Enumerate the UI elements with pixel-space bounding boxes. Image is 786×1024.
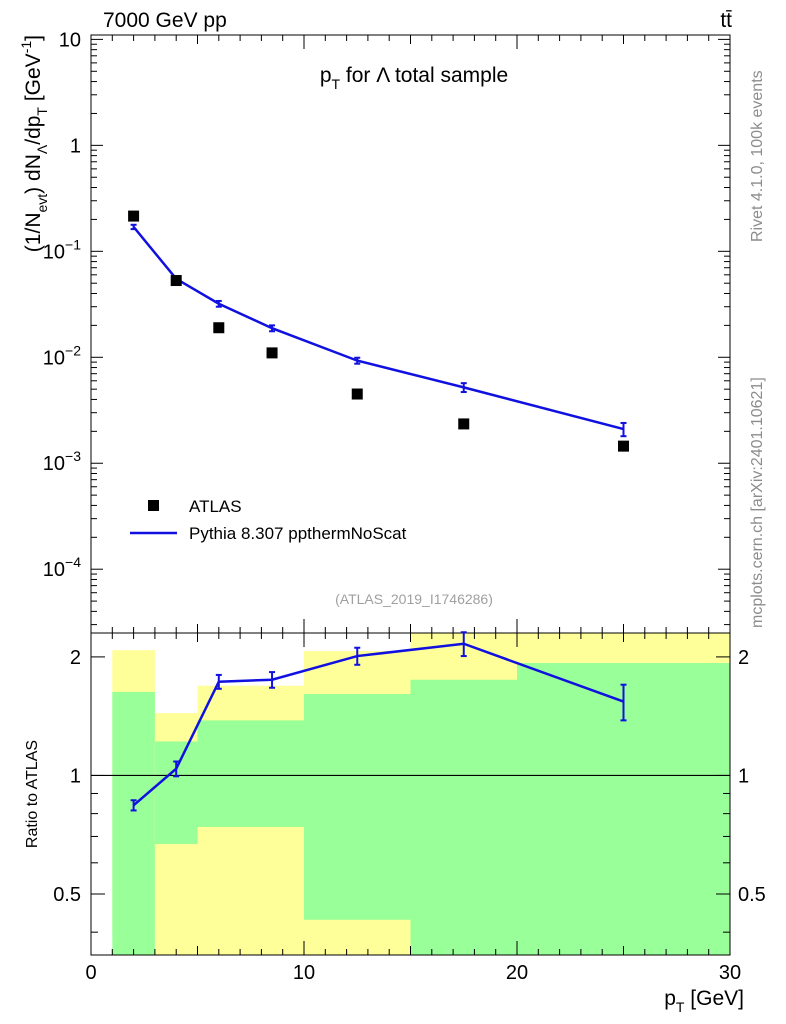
y-tick-label: 10−2	[43, 342, 81, 369]
atlas-data-point	[128, 210, 140, 222]
green-uncertainty-band	[154, 741, 198, 844]
ratio-x-ticks	[90, 633, 731, 955]
legend-label-mc: Pythia 8.307 ppthermNoScat	[189, 524, 407, 543]
x-axis-label: pT [GeV]	[664, 987, 744, 1015]
y-tick-label: 10	[59, 29, 81, 51]
ratio-y-tick-label-right: 1	[738, 765, 749, 787]
ratio-y-tick-label-right: 0.5	[738, 884, 766, 906]
mc-line	[132, 226, 624, 431]
side-label-top: Rivet 4.1.0, 100k events	[749, 70, 766, 242]
analysis-label: (ATLAS_2019_I1746286)	[335, 591, 493, 607]
main-panel: 10 1 10−1 10−2 10−3 10−4 pT for Λ total sample…	[18, 29, 731, 634]
legend-marker-atlas	[148, 500, 159, 511]
atlas-data-point	[213, 322, 225, 334]
ratio-y-tick-label-left: 2	[70, 647, 81, 669]
legend-label-atlas: ATLAS	[189, 497, 242, 516]
green-uncertainty-band	[197, 720, 304, 827]
y-tick-label: 10−4	[43, 554, 81, 581]
main-y-ticks	[91, 38, 730, 626]
y-tick-label: 10−1	[43, 236, 81, 263]
y-tick-label: 1	[70, 135, 81, 157]
atlas-data-point	[266, 347, 278, 359]
x-tick-label: 20	[506, 962, 528, 984]
x-tick-label: 0	[85, 962, 96, 984]
ratio-y-ticks	[91, 656, 730, 933]
atlas-data-point	[351, 388, 363, 400]
green-uncertainty-band	[304, 694, 411, 920]
process-label: tt̄	[720, 9, 732, 32]
ratio-y-tick-label-left: 0.5	[53, 884, 81, 906]
main-frame	[90, 34, 731, 634]
green-uncertainty-band	[112, 691, 155, 955]
atlas-data-point	[170, 275, 182, 287]
green-uncertainty-band	[410, 679, 517, 955]
atlas-data-point	[458, 418, 470, 430]
x-tick-label: 10	[293, 962, 315, 984]
atlas-data-point	[618, 440, 629, 452]
side-label-bottom: mcplots.cern.ch [arXiv:2401.10621]	[749, 377, 766, 628]
main-x-ticks	[90, 35, 731, 633]
y-tick-label: 10−3	[43, 448, 81, 475]
chart-title: pT for Λ total sample	[320, 64, 508, 92]
energy-label: 7000 GeV pp	[103, 9, 227, 32]
main-y-axis-label: (1/Nevt) dNΛ/dpT [GeV-1]	[18, 35, 50, 252]
x-tick-label: 30	[719, 962, 741, 984]
legend: ATLAS Pythia 8.307 ppthermNoScat	[130, 497, 407, 543]
ratio-y-tick-label-right: 2	[738, 647, 749, 669]
ratio-y-tick-label-left: 1	[70, 765, 81, 787]
ratio-y-axis-label: Ratio to ATLAS	[24, 740, 41, 848]
